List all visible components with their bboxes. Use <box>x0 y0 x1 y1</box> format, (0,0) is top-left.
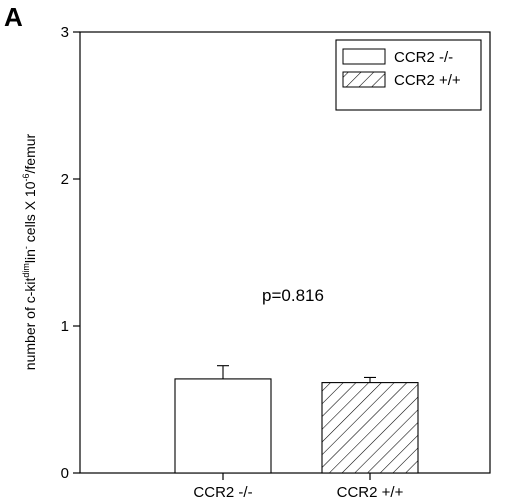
legend-swatch-ccr2-knockout <box>342 48 386 65</box>
bars-group: CCR2 -/- CCR2 +/+ <box>174 365 419 501</box>
bar-ccr2-wildtype <box>321 382 419 474</box>
y-tick-label: 1 <box>61 318 69 335</box>
legend-swatch-ccr2-wildtype <box>342 71 386 88</box>
legend: CCR2 -/- CCR2 +/+ <box>335 39 482 111</box>
plot-frame <box>79 31 491 474</box>
x-category-label: CCR2 -/- <box>193 484 252 501</box>
p-value-annotation: p=0.816 <box>262 286 324 305</box>
y-tick-label: 3 <box>61 24 69 41</box>
legend-label-ccr2-wildtype: CCR2 +/+ <box>394 72 461 89</box>
y-tick-label: 0 <box>61 465 69 482</box>
y-axis-ticks: 0 1 2 3 <box>61 24 80 482</box>
legend-label-ccr2-knockout: CCR2 -/- <box>394 49 453 66</box>
y-tick-label: 2 <box>61 171 69 188</box>
y-axis-label: number of c-kitdimlin- cells X 10-6/femu… <box>21 133 38 370</box>
x-category-label: CCR2 +/+ <box>337 484 404 501</box>
bar-ccr2-knockout <box>174 378 272 474</box>
panel-label: A <box>4 2 23 32</box>
